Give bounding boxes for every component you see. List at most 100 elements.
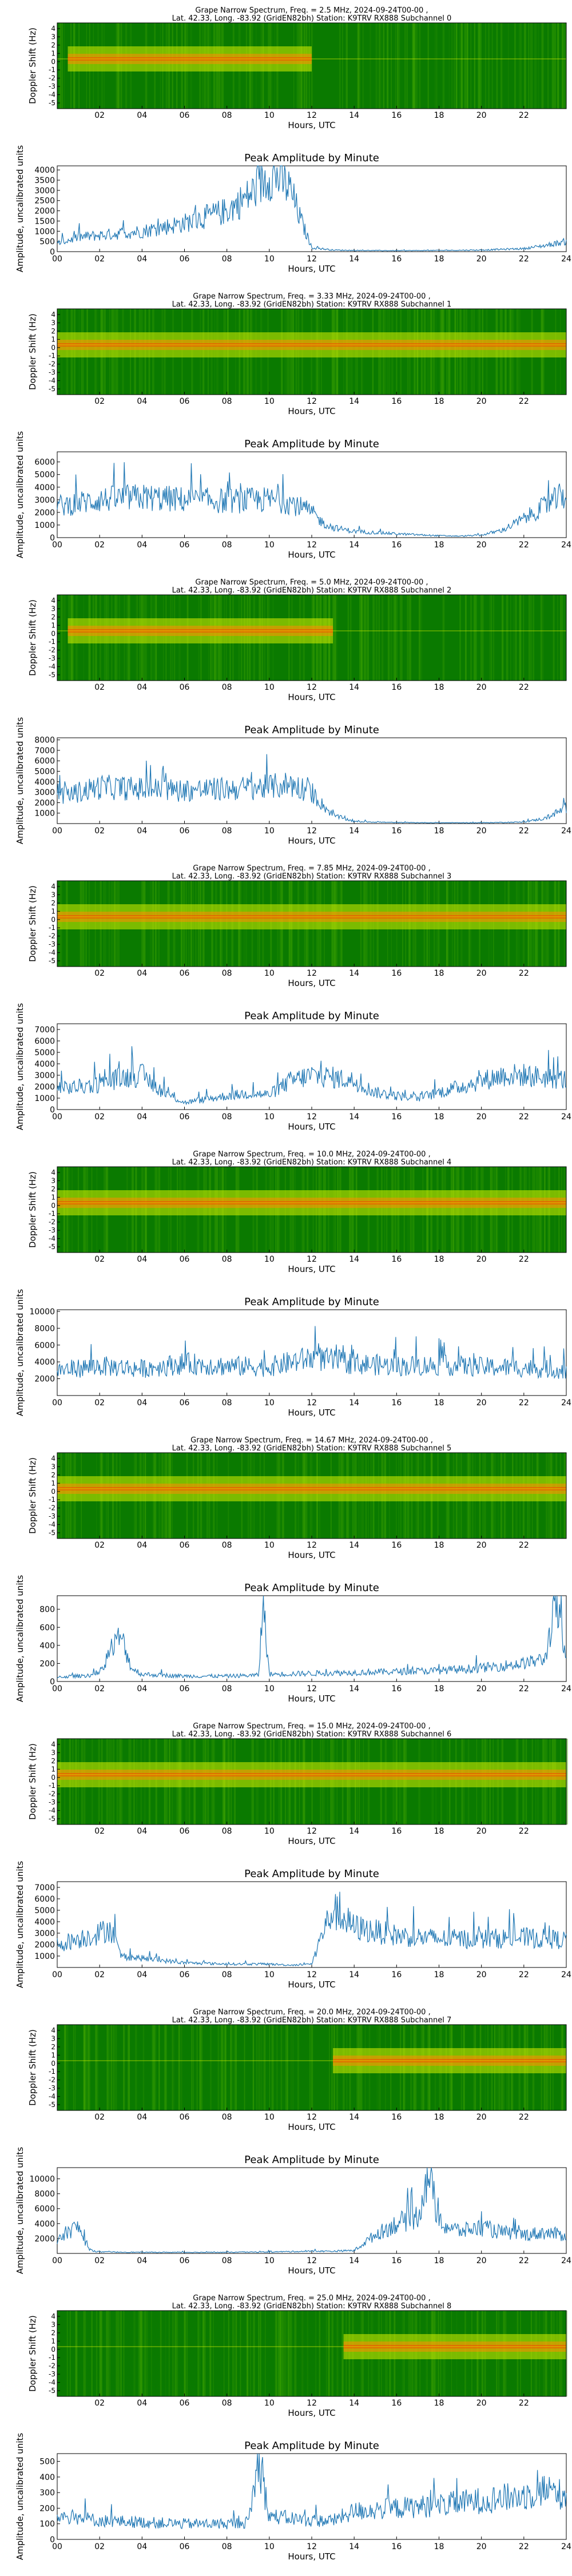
amplitude-series-line [57,754,567,824]
amplitude-xtick-label: 24 [561,1970,571,1979]
spectrogram-noise-stripe [135,2025,137,2110]
amplitude-xtick-label: 18 [434,2256,444,2265]
spectrogram-ytick-label: -4 [49,377,55,385]
spectrogram-noise-stripe [482,595,484,681]
amplitude-xtick-label: 18 [434,1112,444,1122]
spectrogram-panel: Grape Narrow Spectrum, Freq. = 25.0 MHz,… [27,2294,568,2418]
spectrogram-noise-stripe [97,2025,98,2110]
spectrogram-noise-stripe [288,2311,290,2396]
spectrogram-noise-stripe [412,23,414,109]
spectrogram-noise-stripe [271,2025,274,2110]
spectrogram-noise-stripe [414,23,416,109]
spectrogram-noise-stripe [292,2025,293,2110]
spectrogram-noise-stripe [363,595,366,681]
spectrogram-noise-stripe [408,595,410,681]
spectrogram-title-line1: Grape Narrow Spectrum, Freq. = 7.85 MHz,… [193,864,430,873]
spectrogram-noise-stripe [359,595,360,681]
spectrogram-noise-stripe [84,2025,85,2110]
amplitude-ytick-label: 2000 [34,508,55,518]
spectrogram-noise-stripe [168,2311,170,2396]
spectrogram-noise-stripe [83,2025,86,2110]
spectrogram-xtick-label: 14 [349,683,359,692]
spectrogram-noise-stripe [286,2311,287,2396]
spectrogram-noise-stripe [475,595,476,681]
spectrogram-ylabel: Doppler Shift (Hz) [27,1171,38,1248]
amplitude-ytick-label: 4000 [34,1060,55,1069]
spectrogram-noise-stripe [96,2311,98,2396]
amplitude-ytick-label: 6000 [34,2205,55,2214]
spectrogram-noise-stripe [91,2311,93,2396]
spectrogram-noise-stripe [530,23,531,109]
spectrogram-noise-stripe [63,23,65,109]
spectrogram-noise-stripe [191,2025,192,2110]
amplitude-xtick-label: 08 [222,2256,232,2265]
spectrogram-noise-stripe [225,2025,227,2110]
spectrogram-noise-stripe [289,2311,291,2396]
amplitude-xtick-label: 06 [180,1970,190,1979]
spectrogram-xtick-label: 16 [391,1255,402,1264]
spectrogram-xtick-label: 22 [519,1255,529,1264]
amplitude-xtick-label: 10 [264,2256,275,2265]
spectrogram-ytick-label: -1 [49,1210,55,1218]
spectrogram-xtick-label: 08 [222,1255,232,1264]
spectrogram-ytick-label: 2 [51,1471,55,1479]
amplitude-ytick-label: 10000 [29,2175,55,2184]
spectrogram-xtick-label: 14 [349,1827,359,1836]
spectrogram-noise-stripe [253,2311,255,2396]
spectrogram-noise-stripe [85,2311,86,2396]
spectrogram-noise-stripe [280,2311,281,2396]
amplitude-xtick-label: 20 [476,2542,487,2551]
spectrogram-noise-stripe [395,23,396,109]
spectrogram-ytick-label: -4 [49,949,55,957]
spectrogram-xtick-label: 06 [180,969,190,978]
spectrogram-noise-stripe [448,23,450,109]
spectrogram-title-line1: Grape Narrow Spectrum, Freq. = 5.0 MHz, … [195,578,428,587]
spectrogram-noise-stripe [116,2311,117,2396]
spectrogram-noise-stripe [83,2311,86,2396]
spectrogram-ytick-label: 4 [51,882,55,891]
spectrogram-noise-stripe [523,595,525,681]
spectrogram-ytick-label: -1 [49,2354,55,2362]
spectrogram-noise-stripe [61,595,62,681]
amplitude-ytick-label: 1500 [34,217,55,226]
spectrogram-noise-stripe [258,2311,260,2396]
amplitude-xtick-label: 20 [476,1684,487,1694]
amplitude-ylabel: Amplitude, uncalibrated units [15,2433,25,2561]
spectrogram-xtick-label: 04 [137,397,147,406]
amplitude-xtick-label: 10 [264,255,275,264]
amplitude-xtick-label: 12 [307,1684,317,1694]
spectrogram-noise-stripe [154,2025,156,2110]
spectrogram-xtick-label: 08 [222,397,232,406]
amplitude-ylabel: Amplitude, uncalibrated units [15,1289,25,1417]
spectrogram-noise-stripe [178,2025,180,2110]
spectrogram-noise-stripe [319,2311,321,2396]
amplitude-xtick-label: 02 [94,1398,105,1408]
spectrogram-noise-stripe [253,2025,255,2110]
spectrogram-xtick-label: 04 [137,1827,147,1836]
spectrogram-ytick-label: -3 [49,2084,55,2092]
spectrogram-noise-stripe [309,2025,311,2110]
spectrogram-xtick-label: 10 [264,683,275,692]
spectrogram-noise-stripe [205,2311,206,2396]
spectrogram-noise-stripe [139,2311,140,2396]
spectrogram-noise-stripe [478,23,480,109]
spectrogram-noise-stripe [454,23,455,109]
spectrogram-noise-stripe [328,2311,330,2396]
amplitude-ytick-label: 2000 [34,1375,55,1384]
spectrogram-noise-stripe [342,2311,344,2396]
spectrogram-xtick-label: 02 [94,111,105,120]
amplitude-xtick-label: 16 [391,1398,402,1408]
spectrogram-ytick-label: 0 [51,344,55,352]
spectrogram-xtick-label: 06 [180,1255,190,1264]
amplitude-xtick-label: 02 [94,2256,105,2265]
amplitude-xlabel: Hours, UTC [288,1122,335,1132]
spectrogram-noise-stripe [476,595,477,681]
amplitude-ytick-label: 5000 [34,1048,55,1058]
spectrogram-noise-stripe [500,23,502,109]
amplitude-ytick-label: 6000 [34,1037,55,1046]
amplitude-ytick-label: 4000 [34,1358,55,1367]
spectrogram-xlabel: Hours, UTC [288,978,335,988]
spectrogram-noise-stripe [172,2025,174,2110]
spectrogram-noise-stripe [501,595,504,681]
amplitude-ytick-label: 2000 [34,1941,55,1950]
